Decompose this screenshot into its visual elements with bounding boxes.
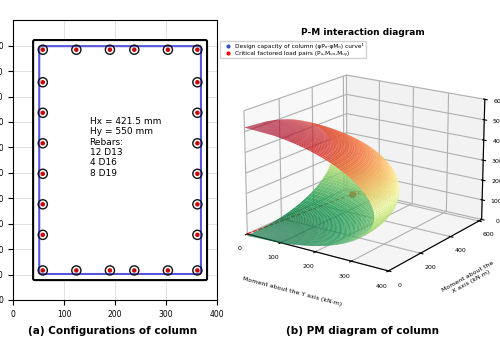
Circle shape <box>196 172 199 175</box>
Circle shape <box>75 269 78 272</box>
Circle shape <box>42 233 44 236</box>
Circle shape <box>42 142 44 145</box>
Circle shape <box>196 142 199 145</box>
Circle shape <box>42 48 44 51</box>
Circle shape <box>166 269 170 272</box>
X-axis label: Moment about the Y axis (kN·m): Moment about the Y axis (kN·m) <box>242 276 342 307</box>
Circle shape <box>42 172 44 175</box>
Circle shape <box>75 48 78 51</box>
Circle shape <box>196 233 199 236</box>
Circle shape <box>166 48 170 51</box>
Circle shape <box>42 269 44 272</box>
Circle shape <box>108 269 112 272</box>
Y-axis label: Moment about the
X axis (kN·m): Moment about the X axis (kN·m) <box>442 261 498 298</box>
Text: (a) Configurations of column: (a) Configurations of column <box>28 326 197 336</box>
Text: (b) PM diagram of column: (b) PM diagram of column <box>286 326 439 336</box>
Circle shape <box>42 81 44 84</box>
Circle shape <box>196 81 199 84</box>
Circle shape <box>196 269 199 272</box>
Legend: Design capacity of column (φPₙ-φMₙ) curve¹, Critical factored load pairs (Pᵤ,Mᵤₓ: Design capacity of column (φPₙ-φMₙ) curv… <box>220 40 366 58</box>
Circle shape <box>133 269 136 272</box>
Circle shape <box>108 48 112 51</box>
Circle shape <box>196 203 199 206</box>
FancyBboxPatch shape <box>33 40 207 280</box>
Title: P-M interaction diagram: P-M interaction diagram <box>300 28 424 37</box>
Circle shape <box>196 48 199 51</box>
Text: Hx = 421.5 mm
Hy = 550 mm
Rebars:
12 D13
4 D16
8 D19: Hx = 421.5 mm Hy = 550 mm Rebars: 12 D13… <box>90 117 161 178</box>
Circle shape <box>133 48 136 51</box>
Circle shape <box>42 203 44 206</box>
Circle shape <box>42 111 44 114</box>
Circle shape <box>196 111 199 114</box>
